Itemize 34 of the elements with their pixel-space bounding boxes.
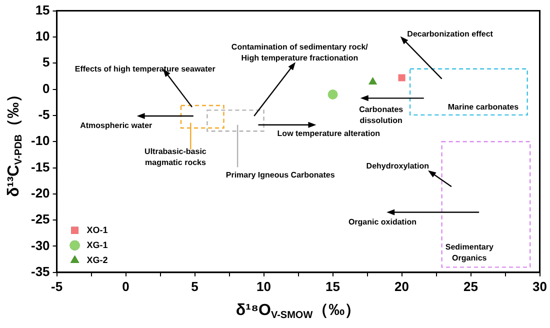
y-tick-label: -5 [38, 107, 50, 122]
y-tick-label: 5 [42, 54, 50, 70]
annotation: Carbonates dissolution [359, 105, 404, 126]
legend-label: XO-1 [86, 224, 108, 235]
annotation: Decarbonization effect [407, 30, 494, 39]
annotation: Contamination of sedimentary rock/ High temperature fractionation [231, 42, 369, 62]
y-tick-label: -15 [30, 159, 50, 174]
x-tick-label: 25 [464, 278, 478, 294]
x-tick-label: 5 [191, 278, 198, 294]
legend-label: XG-1 [86, 240, 108, 250]
x-tick-label: 10 [256, 278, 272, 294]
y-tick-label: 10 [35, 28, 50, 44]
x-tick-label: 30 [532, 278, 548, 294]
annotation: Sedimentary Organics [445, 242, 494, 263]
y-tick-label: -30 [30, 238, 50, 253]
y-tick-label: -20 [30, 186, 50, 200]
annotation: Atmospheric water [80, 121, 152, 130]
annotation: Organic oxidation [348, 217, 417, 226]
x-tick-label: 20 [394, 278, 410, 294]
y-tick-label: -10 [30, 133, 50, 148]
y-tick-label: -25 [30, 212, 50, 227]
legend-label: XG-2 [86, 254, 108, 265]
x-tick-label: 0 [122, 278, 130, 294]
y-tick-label: -35 [30, 264, 50, 279]
y-tick-label: 0 [42, 80, 50, 96]
x-tick-label: 15 [326, 278, 340, 294]
annotation: Effects of high temperature seawater [74, 64, 216, 74]
annotation: Marine carbonates [448, 102, 520, 112]
y-axis-title: δ¹³CV-PDB（‰） [5, 86, 25, 197]
annotation: Ultrabasic-basic magmatic rocks [144, 147, 207, 167]
annotation: Primary Igneous Carbonates [226, 170, 336, 180]
y-tick-label: 15 [35, 2, 50, 18]
annotation: Low temperature alteration [277, 128, 380, 138]
annotation: Dehydroxylation [366, 161, 430, 170]
